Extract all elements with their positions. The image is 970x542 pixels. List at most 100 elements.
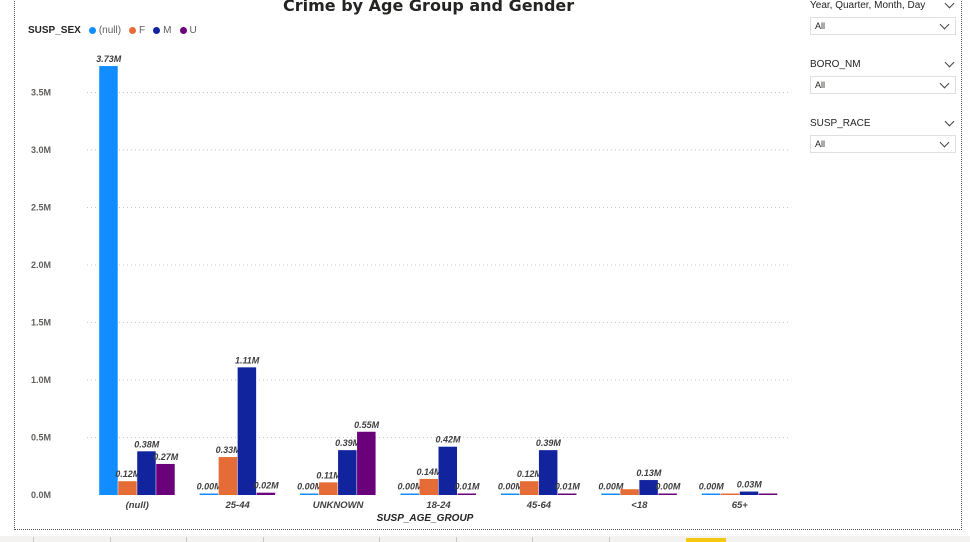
slicer-dropdown[interactable]: All bbox=[810, 76, 956, 94]
slicer-value: All bbox=[815, 80, 826, 90]
data-label: 0.00M bbox=[197, 482, 223, 492]
page-tab-divider bbox=[186, 537, 187, 542]
chevron-down-icon bbox=[939, 19, 950, 29]
y-tick-label: 3.0M bbox=[31, 145, 51, 155]
bar bbox=[758, 493, 778, 495]
chart-title: Crime by Age Group and Gender bbox=[283, 0, 575, 15]
y-tick-label: 1.0M bbox=[31, 375, 51, 385]
data-label: 0.55M bbox=[354, 420, 380, 430]
slicer-value: All bbox=[815, 21, 826, 31]
slicer-boro[interactable]: BORO_NM All bbox=[810, 57, 956, 94]
slicer-dropdown[interactable]: All bbox=[810, 17, 956, 35]
bar bbox=[218, 457, 238, 495]
legend-marker bbox=[88, 27, 96, 34]
bar bbox=[601, 493, 620, 495]
bar bbox=[357, 431, 376, 495]
legend-label: U bbox=[189, 25, 197, 36]
legend-label: (null) bbox=[98, 25, 122, 36]
y-tick-label: 1.5M bbox=[31, 318, 51, 328]
slicer-value: All bbox=[815, 139, 826, 149]
data-label: 0.00M bbox=[598, 482, 624, 492]
page-tab-divider bbox=[532, 537, 533, 542]
slicer-label: BORO_NM bbox=[810, 58, 861, 70]
chevron-down-icon bbox=[939, 78, 950, 88]
data-label: 0.00M bbox=[699, 482, 725, 492]
legend-item-u[interactable]: U bbox=[179, 25, 197, 36]
y-tick-label: 0.0M bbox=[31, 490, 51, 500]
x-axis-title: SUSP_AGE_GROUP bbox=[377, 513, 474, 524]
bar bbox=[438, 446, 457, 495]
y-tick-label: 2.5M bbox=[31, 203, 51, 213]
bar bbox=[319, 482, 338, 495]
data-label: 0.12M bbox=[517, 469, 543, 479]
legend-marker bbox=[179, 27, 187, 34]
report-page-border bbox=[14, 0, 962, 530]
page-tab-divider bbox=[379, 537, 380, 542]
page-tab-active-indicator[interactable] bbox=[686, 538, 726, 542]
chevron-down-icon[interactable] bbox=[944, 57, 955, 67]
data-label: 0.13M bbox=[636, 468, 662, 478]
data-label: 0.02M bbox=[254, 481, 280, 491]
data-label: 1.11M bbox=[235, 355, 260, 365]
y-tick-label: 3.5M bbox=[31, 88, 51, 98]
bar bbox=[400, 493, 419, 495]
data-label: 0.11M bbox=[316, 470, 341, 480]
page-tab-divider bbox=[110, 537, 111, 542]
legend-label: F bbox=[139, 25, 146, 36]
bar bbox=[639, 480, 658, 495]
legend-marker bbox=[153, 27, 161, 34]
bar bbox=[419, 478, 438, 495]
page-tab-divider bbox=[33, 537, 34, 542]
y-tick-label: 2.0M bbox=[31, 260, 51, 270]
x-tick-label: 45-64 bbox=[526, 500, 552, 511]
data-label: 0.03M bbox=[737, 480, 763, 490]
x-tick-label: 25-44 bbox=[224, 500, 250, 511]
data-label: 0.00M bbox=[297, 482, 323, 492]
legend-item-f[interactable]: F bbox=[129, 25, 145, 36]
bar bbox=[538, 450, 558, 495]
legend-item-m[interactable]: M bbox=[153, 25, 172, 36]
legend-marker bbox=[129, 27, 137, 34]
slicer-date[interactable]: Year, Quarter, Month, Day All bbox=[810, 0, 956, 35]
legend-title: SUSP_SEX bbox=[28, 25, 81, 36]
bar bbox=[338, 450, 357, 495]
data-label: 0.12M bbox=[115, 469, 141, 479]
legend-item-null[interactable]: (null) bbox=[88, 25, 122, 36]
slicer-dropdown[interactable]: All bbox=[810, 135, 956, 153]
bar bbox=[118, 481, 137, 495]
x-tick-label: <18 bbox=[631, 500, 648, 511]
data-label: 0.00M bbox=[498, 482, 524, 492]
data-label: 0.39M bbox=[335, 438, 361, 448]
slicer-label: Year, Quarter, Month, Day bbox=[810, 0, 926, 11]
bar bbox=[701, 493, 721, 495]
data-label: 0.39M bbox=[536, 438, 562, 448]
x-tick-label: UNKNOWN bbox=[313, 500, 365, 511]
legend-label: M bbox=[163, 25, 172, 36]
x-tick-label: 18-24 bbox=[426, 500, 451, 511]
bar bbox=[137, 451, 156, 495]
data-label: 0.14M bbox=[416, 467, 442, 477]
chevron-down-icon[interactable] bbox=[944, 116, 955, 126]
data-label: 0.00M bbox=[655, 482, 681, 492]
bar bbox=[557, 493, 577, 495]
bar bbox=[99, 66, 118, 496]
data-label: 0.01M bbox=[454, 482, 480, 492]
page-tab-divider bbox=[263, 537, 264, 542]
bar bbox=[658, 493, 677, 495]
data-label: 0.42M bbox=[435, 435, 461, 445]
page-tab-divider bbox=[609, 537, 610, 542]
bar bbox=[237, 367, 257, 495]
data-label: 3.73M bbox=[96, 54, 122, 64]
y-tick-label: 0.5M bbox=[31, 433, 51, 443]
slicer-label: SUSP_RACE bbox=[810, 117, 871, 129]
bar bbox=[457, 493, 476, 495]
bar bbox=[156, 463, 175, 495]
bar bbox=[199, 493, 219, 495]
slicer-race[interactable]: SUSP_RACE All bbox=[810, 116, 956, 153]
chart-legend: SUSP_SEX (null) F M U bbox=[28, 25, 201, 36]
bar bbox=[500, 493, 520, 495]
data-label: 0.27M bbox=[153, 452, 179, 462]
data-label: 0.33M bbox=[216, 445, 242, 455]
chevron-down-icon[interactable] bbox=[944, 0, 955, 8]
